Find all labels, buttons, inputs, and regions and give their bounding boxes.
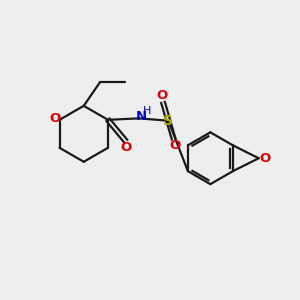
Text: O: O [156, 89, 167, 103]
Text: O: O [50, 112, 61, 125]
Text: O: O [169, 139, 181, 152]
Text: N: N [136, 110, 147, 123]
Text: H: H [143, 106, 151, 116]
Text: O: O [260, 152, 271, 165]
Text: O: O [120, 141, 131, 154]
Text: S: S [163, 114, 173, 128]
